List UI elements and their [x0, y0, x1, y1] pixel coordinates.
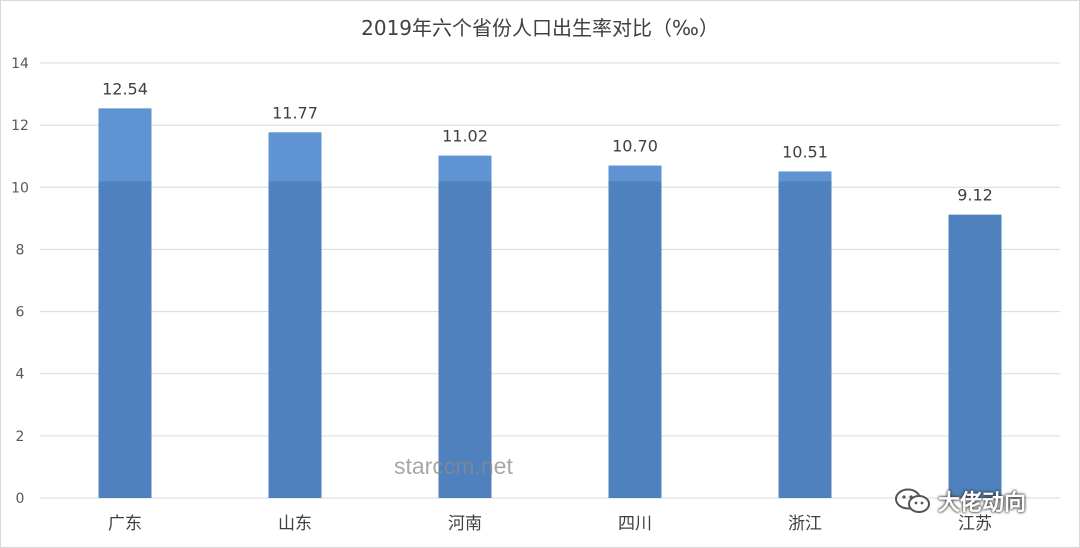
data-label: 9.12: [957, 186, 993, 205]
bar-highlight-segment: [268, 132, 322, 182]
badge-text: 大佬动向: [938, 491, 1027, 516]
data-label: 10.51: [782, 142, 828, 161]
y-tick-label: 2: [16, 429, 25, 445]
bar: [268, 181, 322, 499]
bar-highlight-segment: [608, 165, 662, 182]
chart-title: 2019年六个省份人口出生率对比（‰）: [361, 16, 719, 40]
data-label: 11.02: [442, 127, 488, 146]
bar-highlight-segment: [98, 108, 152, 182]
bar: [948, 214, 1002, 498]
watermark-text: starccm.net: [394, 453, 513, 479]
x-category-label: 山东: [278, 514, 312, 534]
bar: [98, 181, 152, 499]
data-label: 11.77: [272, 103, 318, 122]
bar: [608, 181, 662, 499]
y-tick-label: 8: [16, 242, 25, 258]
x-category-label: 河南: [448, 514, 482, 534]
bar-highlight-segment: [438, 155, 492, 182]
y-tick-label: 10: [11, 180, 29, 196]
y-tick-label: 14: [11, 56, 29, 72]
wechat-icon: [895, 488, 930, 513]
x-category-label: 江苏: [958, 514, 992, 534]
y-tick-label: 4: [16, 367, 25, 383]
bar: [438, 181, 492, 499]
bar-highlight-segment: [778, 171, 832, 182]
x-category-label: 四川: [618, 514, 652, 534]
data-label: 10.70: [612, 137, 658, 156]
x-category-label: 广东: [108, 514, 142, 534]
x-category-label: 浙江: [788, 514, 822, 534]
wechat-badge: 大佬动向: [894, 486, 1026, 516]
y-tick-label: 12: [11, 118, 29, 134]
data-label: 12.54: [102, 79, 148, 98]
y-tick-label: 6: [16, 305, 25, 321]
bar: [778, 181, 832, 499]
y-tick-label: 0: [16, 491, 25, 507]
